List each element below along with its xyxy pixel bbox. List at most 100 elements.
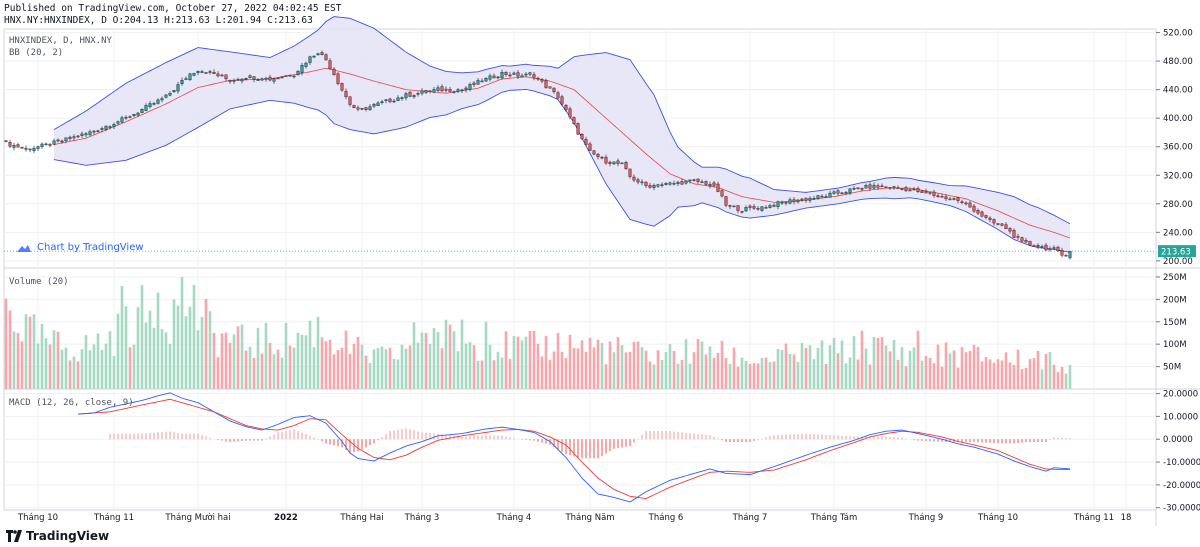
candle-body [508,74,512,77]
volume-bar [356,336,360,389]
volume-bar [588,337,592,389]
volume-bar [500,357,504,389]
candle-body [444,88,448,91]
volume-bar [1008,362,1012,389]
volume-bar [480,360,484,389]
macd-label: MACD (12, 26, close, 9) [9,398,134,408]
candle-body [996,223,1000,225]
volume-bar [656,350,660,389]
volume-bar [840,340,844,389]
candle-body [932,191,936,196]
volume-bar [576,348,580,389]
volume-bar [900,346,904,389]
volume-bar [88,350,92,389]
volume-bar [408,345,412,389]
volume-bar [772,361,776,389]
candle-body [64,137,68,142]
candle-body [104,125,108,130]
candle-body [80,133,84,136]
time-tick-label: Tháng 3 [404,513,440,523]
volume-bar [788,353,792,389]
candle-body [1028,240,1032,246]
candle-body [324,54,328,61]
volume-bar [560,351,564,389]
volume-bar [968,350,972,389]
brand-name: TradingView [26,529,110,543]
candle-body [308,56,312,63]
volume-bar [520,340,524,389]
candle-body [696,178,700,182]
candle-body [1000,223,1004,226]
candle-body [260,78,264,81]
macd-tick-label: -20.0000 [1163,481,1200,491]
volume-bar [964,352,968,389]
candle-body [628,168,632,177]
candle-body [380,101,384,103]
candle-body [120,117,124,123]
candle-body [732,205,736,208]
volume-bar [240,324,244,389]
candle-body [172,90,176,92]
volume-bar [436,332,440,389]
volume-bar [380,346,384,389]
candle-body [772,204,776,207]
candle-body [716,183,720,192]
volume-bar [844,363,848,389]
volume-bar [400,344,404,389]
volume-bar [868,364,872,389]
candle-body [472,82,476,85]
candle-body [236,79,240,81]
candle-body [524,73,528,76]
candle-body [348,96,352,105]
volume-bar [860,330,864,389]
candle-body [1016,236,1020,238]
candle-body [948,198,952,201]
candle-body [976,210,980,214]
volume-bar [16,333,20,389]
volume-bar [468,342,472,389]
candle-body [152,103,156,105]
candle-body [136,112,140,116]
candle-body [376,102,380,106]
volume-bar [80,349,84,389]
tradingview-brand[interactable]: TradingView [6,529,109,543]
volume-bar [908,350,912,389]
volume-bar [128,347,132,389]
candle-body [204,72,208,74]
volume-tick-label: 250M [1163,273,1187,283]
candle-body [608,161,612,164]
volume-bar [600,342,604,389]
candle-body [280,76,284,79]
price-tick-label: 200.00 [1163,257,1193,267]
volume-bar [364,355,368,389]
volume-tick-label: 150M [1163,318,1187,328]
volume-bar [1044,354,1048,389]
volume-bar [816,347,820,389]
volume-bar [808,345,812,389]
candle-body [420,90,424,94]
volume-bar [544,335,548,389]
volume-bar [1068,365,1072,389]
volume-bar [376,348,380,389]
chart-watermark[interactable]: Chart by TradingView [16,242,144,253]
candle-body [928,192,932,194]
time-tick-label: 18 [1121,513,1132,523]
candle-body [224,74,228,80]
candle-body [536,77,540,80]
candle-body [516,72,520,77]
watermark-text: Chart by TradingView [37,242,144,253]
candle-body [888,187,892,189]
volume-bar [904,366,908,389]
volume-bar [252,357,256,389]
candle-body [72,136,76,139]
volume-bar [512,335,516,389]
volume-bar [532,331,536,389]
volume-bar [296,332,300,389]
candle-body [616,160,620,164]
candle-body [32,147,36,151]
candle-body [988,217,992,220]
candle-body [156,99,160,104]
candle-body [796,199,800,203]
candle-body [584,139,588,145]
candle-body [680,181,684,185]
